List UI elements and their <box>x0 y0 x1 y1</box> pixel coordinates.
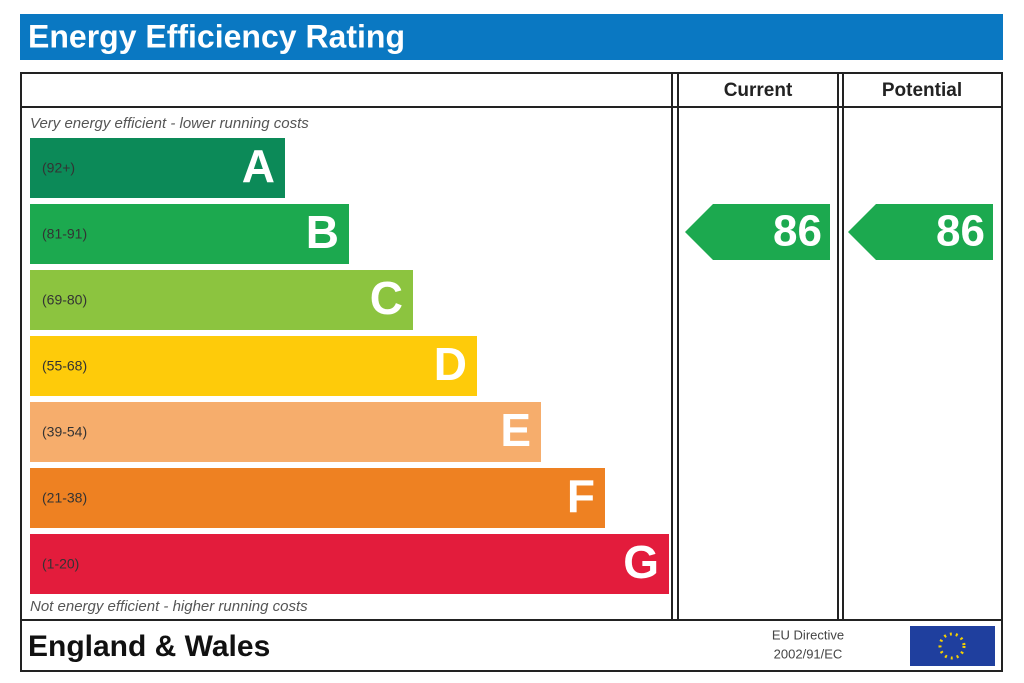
band-letter: F <box>567 470 595 522</box>
band-letter: B <box>306 206 339 258</box>
band-bar <box>30 534 669 594</box>
band-range: (92+) <box>42 160 75 176</box>
band-letter: G <box>623 536 659 588</box>
directive-code: 2002/91/EC <box>774 646 843 661</box>
column-header: Current <box>724 80 793 101</box>
title-bar <box>20 14 1003 60</box>
rating-arrow <box>848 204 993 260</box>
band-letter: C <box>370 272 403 324</box>
band-range: (39-54) <box>42 424 87 440</box>
band-range: (21-38) <box>42 490 87 506</box>
region: England & Wales <box>28 630 270 663</box>
band-letter: A <box>242 140 275 192</box>
directive: EU Directive <box>772 627 844 642</box>
column-header: Potential <box>882 80 962 101</box>
band-letter: D <box>434 338 467 390</box>
band-range: (81-91) <box>42 226 87 242</box>
band-bar <box>30 270 413 330</box>
rating-value: 86 <box>773 207 822 256</box>
band-bar <box>30 138 285 198</box>
top-note: Very energy efficient - lower running co… <box>30 115 309 132</box>
eu-flag <box>910 626 995 666</box>
band-bar <box>30 402 541 462</box>
frame <box>20 72 1003 672</box>
rating-arrow <box>685 204 830 260</box>
band-range: (69-80) <box>42 292 87 308</box>
title: Energy Efficiency Rating <box>28 18 405 54</box>
band-range: (1-20) <box>42 556 79 572</box>
band-bar <box>30 468 605 528</box>
band-range: (55-68) <box>42 358 87 374</box>
rating-value: 86 <box>936 207 985 256</box>
band-bar <box>30 336 477 396</box>
bottom-note: Not energy efficient - higher running co… <box>30 598 308 615</box>
band-bar <box>30 204 349 264</box>
eu-stars <box>938 632 966 660</box>
band-letter: E <box>500 404 531 456</box>
